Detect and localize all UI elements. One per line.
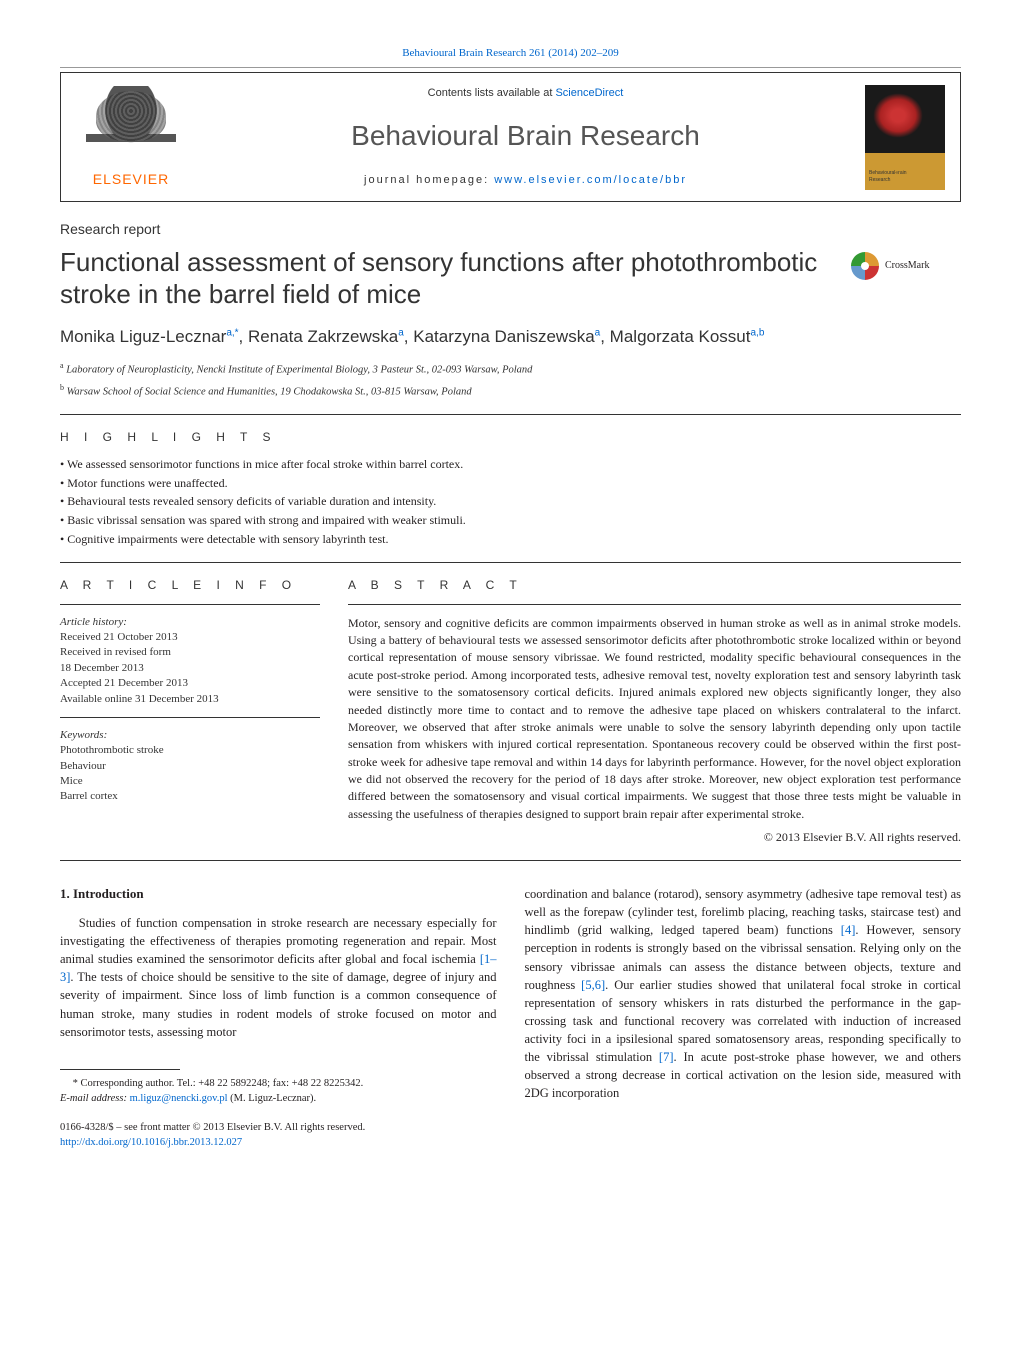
article-info-column: A R T I C L E I N F O Article history: R… — [60, 577, 320, 846]
issn-line: 0166-4328/$ – see front matter © 2013 El… — [60, 1120, 497, 1135]
keyword: Barrel cortex — [60, 789, 320, 804]
citation-link[interactable]: [5,6] — [581, 978, 605, 992]
body-paragraph: Studies of function compensation in stro… — [60, 914, 497, 1041]
history-line: Received 21 October 2013 — [60, 630, 320, 645]
citation-link[interactable]: [4] — [841, 923, 856, 937]
masthead-center: Contents lists available at ScienceDirec… — [201, 76, 850, 198]
abstract-text: Motor, sensory and cognitive deficits ar… — [348, 615, 961, 824]
article-info-label: A R T I C L E I N F O — [60, 577, 320, 594]
email-link[interactable]: m.liguz@nencki.gov.pl — [130, 1093, 228, 1104]
abstract-column: A B S T R A C T Motor, sensory and cogni… — [348, 577, 961, 846]
cover-thumb-block — [850, 73, 960, 201]
section-number: 1. — [60, 886, 70, 901]
history-label: Article history: — [60, 615, 320, 630]
email-label: E-mail address: — [60, 1093, 130, 1104]
citation-link[interactable]: Behavioural Brain Research 261 (2014) 20… — [402, 47, 619, 59]
contents-prefix: Contents lists available at — [428, 87, 556, 99]
keywords-label: Keywords: — [60, 728, 320, 743]
body-paragraph: coordination and balance (rotarod), sens… — [525, 885, 962, 1103]
highlights-label: H I G H L I G H T S — [60, 429, 961, 446]
highlights-list: We assessed sensorimotor functions in mi… — [60, 456, 961, 548]
footnote-marker: * — [73, 1078, 78, 1089]
highlight-item: Basic vibrissal sensation was spared wit… — [60, 512, 961, 529]
corresponding-author-footnote: * Corresponding author. Tel.: +48 22 589… — [60, 1076, 497, 1106]
running-header: Behavioural Brain Research 261 (2014) 20… — [60, 40, 961, 68]
divider — [60, 860, 961, 861]
abstract-label: A B S T R A C T — [348, 577, 961, 594]
contents-line: Contents lists available at ScienceDirec… — [201, 86, 850, 101]
history-line: Received in revised form — [60, 645, 320, 660]
crossmark-badge[interactable]: CrossMark — [851, 252, 961, 280]
divider — [60, 604, 320, 605]
crossmark-icon — [851, 252, 879, 280]
citation-link[interactable]: [1–3] — [60, 952, 497, 984]
section-heading: 1. Introduction — [60, 885, 497, 904]
divider — [348, 604, 961, 605]
article-title: Functional assessment of sensory functio… — [60, 246, 831, 311]
homepage-line: journal homepage: www.elsevier.com/locat… — [201, 173, 850, 188]
body-column-left: 1. Introduction Studies of function comp… — [60, 885, 497, 1151]
highlight-item: We assessed sensorimotor functions in mi… — [60, 456, 961, 473]
affiliation: b Warsaw School of Social Science and Hu… — [60, 382, 961, 400]
affiliation: a Laboratory of Neuroplasticity, Nencki … — [60, 360, 961, 378]
highlight-item: Cognitive impairments were detectable wi… — [60, 531, 961, 548]
abstract-copyright: © 2013 Elsevier B.V. All rights reserved… — [348, 829, 961, 846]
sciencedirect-link[interactable]: ScienceDirect — [555, 87, 623, 99]
report-type: Research report — [60, 220, 961, 240]
section-title: Introduction — [73, 886, 144, 901]
body-columns: 1. Introduction Studies of function comp… — [60, 885, 961, 1151]
journal-cover-icon — [865, 85, 945, 190]
divider — [60, 717, 320, 718]
email-owner: (M. Liguz-Lecznar). — [228, 1093, 317, 1104]
footnote-divider — [60, 1069, 180, 1070]
doi-link[interactable]: http://dx.doi.org/10.1016/j.bbr.2013.12.… — [60, 1137, 242, 1148]
keyword: Behaviour — [60, 759, 320, 774]
history-line: 18 December 2013 — [60, 661, 320, 676]
citation-link[interactable]: [7] — [659, 1050, 674, 1064]
history-line: Accepted 21 December 2013 — [60, 676, 320, 691]
journal-masthead: ELSEVIER Contents lists available at Sci… — [60, 72, 961, 202]
footnote-text: Corresponding author. Tel.: +48 22 58922… — [80, 1078, 363, 1089]
divider — [60, 414, 961, 415]
crossmark-label: CrossMark — [885, 259, 929, 273]
homepage-link[interactable]: www.elsevier.com/locate/bbr — [494, 174, 687, 186]
homepage-label: journal homepage: — [364, 174, 494, 186]
body-column-right: coordination and balance (rotarod), sens… — [525, 885, 962, 1151]
footer-meta: 0166-4328/$ – see front matter © 2013 El… — [60, 1120, 497, 1150]
publisher-name: ELSEVIER — [93, 170, 169, 190]
journal-title: Behavioural Brain Research — [201, 116, 850, 155]
keyword: Mice — [60, 774, 320, 789]
divider — [60, 562, 961, 563]
highlight-item: Behavioural tests revealed sensory defic… — [60, 493, 961, 510]
keyword: Photothrombotic stroke — [60, 743, 320, 758]
publisher-logo-block: ELSEVIER — [61, 73, 201, 201]
highlight-item: Motor functions were unaffected. — [60, 475, 961, 492]
author-list: Monika Liguz-Lecznara,*, Renata Zakrzews… — [60, 325, 961, 350]
elsevier-tree-icon — [86, 86, 176, 166]
history-line: Available online 31 December 2013 — [60, 692, 320, 707]
